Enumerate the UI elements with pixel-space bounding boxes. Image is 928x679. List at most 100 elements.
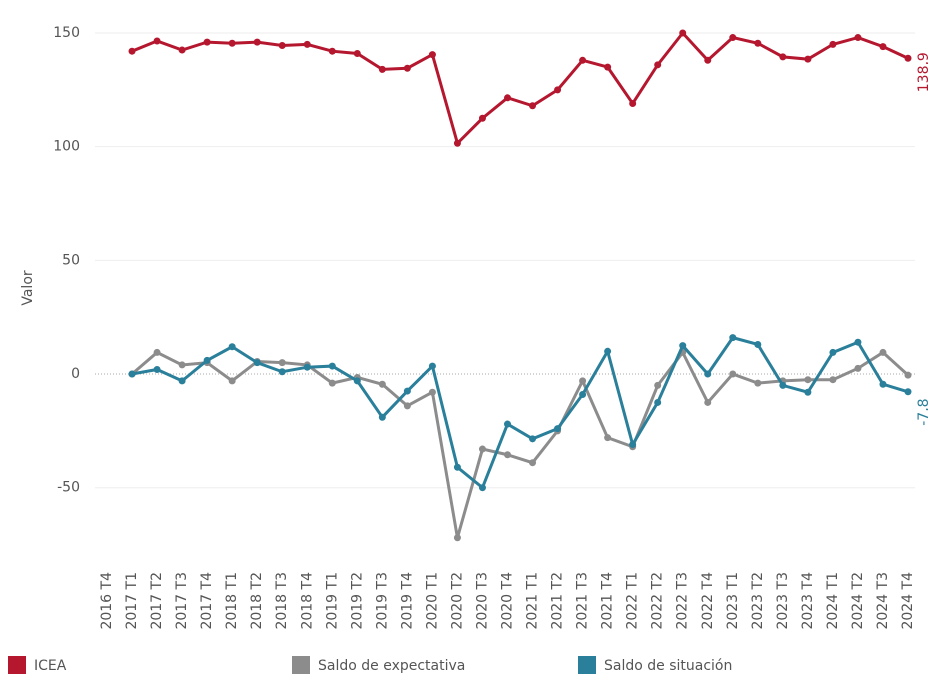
data-point [854, 338, 862, 346]
data-point [754, 340, 762, 348]
y-tick-label: -50 [57, 480, 80, 496]
x-tick-label: 2020 T2 [449, 572, 465, 630]
data-point [529, 459, 537, 467]
data-point [554, 425, 562, 433]
data-point [378, 413, 386, 421]
data-point [654, 61, 662, 69]
x-tick-label: 2017 T1 [124, 572, 140, 630]
data-point [403, 64, 411, 72]
data-point [378, 380, 386, 388]
data-point [829, 348, 837, 356]
data-point [353, 49, 361, 57]
data-point [554, 86, 562, 94]
data-point [228, 343, 236, 351]
x-tick-label: 2020 T3 [474, 572, 490, 630]
y-tick-label: 100 [53, 139, 80, 155]
x-tick-label: 2024 T2 [850, 572, 866, 630]
data-point [478, 114, 486, 122]
data-point [754, 379, 762, 387]
data-point [253, 359, 261, 367]
data-point [203, 356, 211, 364]
series-line [131, 30, 909, 147]
x-tick-label: 2017 T4 [199, 572, 215, 630]
data-point [779, 53, 787, 61]
data-point [178, 361, 186, 369]
x-tick-label: 2018 T1 [224, 572, 240, 630]
data-point [128, 47, 136, 55]
data-point [504, 451, 511, 459]
data-point [403, 387, 411, 395]
data-point [604, 63, 612, 71]
y-tick-label: 0 [71, 366, 80, 382]
data-point [654, 381, 662, 389]
data-point [453, 534, 461, 542]
data-point [679, 342, 687, 350]
data-point [228, 377, 236, 385]
x-tick-label: 2021 T4 [600, 572, 616, 630]
y-axis-label: Valor [20, 270, 36, 306]
x-tick-label: 2021 T3 [575, 572, 591, 630]
data-point [604, 434, 612, 442]
data-point [579, 56, 587, 64]
legend-label: Saldo de situación [604, 658, 732, 674]
series-line [131, 349, 910, 539]
x-tick-label: 2017 T2 [149, 572, 165, 630]
data-point [478, 445, 486, 453]
data-point [228, 39, 236, 47]
data-point [328, 47, 336, 55]
x-tick-label: 2023 T3 [775, 572, 791, 630]
data-point [278, 359, 286, 367]
data-point [278, 42, 286, 50]
series-line [131, 335, 909, 491]
data-point [253, 38, 261, 46]
data-point [879, 43, 887, 51]
x-tick-label: 2019 T1 [324, 572, 340, 630]
data-point [278, 368, 286, 376]
x-tick-label: 2018 T4 [299, 572, 315, 630]
data-point [629, 99, 637, 107]
x-tick-label: 2020 T1 [424, 572, 440, 630]
data-point [779, 381, 787, 389]
x-tick-label: 2024 T1 [825, 572, 841, 630]
x-tick-label: 2018 T3 [274, 572, 290, 630]
y-tick-label: 150 [53, 25, 80, 41]
data-point [428, 51, 436, 59]
data-point [754, 39, 762, 47]
x-tick-label: 2022 T2 [650, 572, 666, 630]
data-point [328, 362, 336, 370]
x-tick-label: 2016 T4 [99, 572, 115, 630]
data-point [629, 441, 637, 449]
x-tick-label: 2022 T4 [700, 572, 716, 630]
data-point [403, 402, 411, 410]
x-tick-label: 2023 T2 [750, 572, 766, 630]
data-point [579, 377, 587, 385]
data-point [654, 398, 662, 406]
data-point [478, 484, 486, 492]
x-tick-label: 2023 T1 [725, 572, 741, 630]
data-point [704, 56, 712, 64]
data-point [303, 40, 311, 48]
data-point [428, 388, 436, 396]
data-point [128, 370, 136, 378]
data-point [604, 347, 612, 355]
x-tick-label: 2024 T4 [900, 572, 916, 630]
data-point [904, 54, 912, 62]
data-point [679, 29, 687, 37]
x-tick-label: 2017 T3 [174, 572, 190, 630]
x-tick-label: 2019 T4 [399, 572, 415, 630]
legend-label: ICEA [34, 658, 67, 674]
data-point [904, 388, 912, 396]
data-point [829, 376, 837, 384]
x-tick-label: 2022 T1 [625, 572, 641, 630]
data-point [579, 390, 587, 398]
data-point [704, 370, 712, 378]
data-point [178, 46, 186, 54]
x-tick-label: 2023 T4 [800, 572, 816, 630]
legend-swatch [292, 656, 310, 674]
data-point [303, 363, 311, 371]
x-tick-label: 2020 T4 [500, 572, 516, 630]
legend-swatch [8, 656, 26, 674]
data-point [804, 55, 812, 63]
x-tick-label: 2021 T2 [550, 572, 566, 630]
